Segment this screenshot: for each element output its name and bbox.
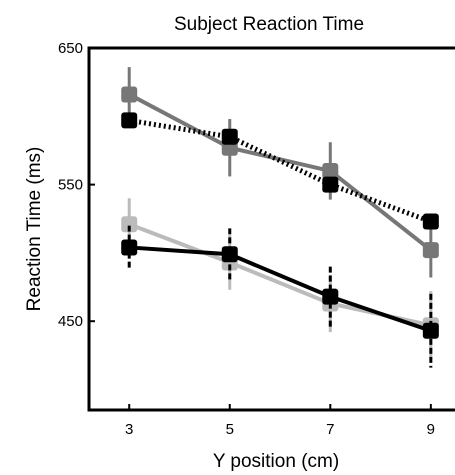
series-3 <box>121 198 439 360</box>
series-line <box>128 92 433 252</box>
series-layer <box>121 67 439 368</box>
series-1 <box>121 67 439 278</box>
x-tick-label: 3 <box>125 421 133 438</box>
data-point <box>322 288 339 305</box>
axis-ticks: 3 5 7 9 450 550 650 <box>58 40 435 438</box>
data-point <box>422 322 439 339</box>
data-point <box>121 239 138 256</box>
chart-title: Subject Reaction Time <box>174 14 364 35</box>
x-tick-label: 5 <box>226 421 234 438</box>
data-point <box>422 242 439 259</box>
data-point <box>422 213 439 230</box>
series-2 <box>121 112 439 230</box>
plot-frame <box>87 46 455 412</box>
data-point <box>121 112 138 129</box>
data-point <box>221 128 238 145</box>
series-4 <box>121 225 439 368</box>
x-tick-label: 9 <box>427 421 435 438</box>
series-line <box>129 245 432 333</box>
y-tick-label: 550 <box>58 177 83 194</box>
data-point <box>121 86 138 103</box>
y-tick-label: 450 <box>58 313 83 330</box>
data-point <box>322 162 339 179</box>
data-point <box>121 216 138 233</box>
x-axis-label: Y position (cm) <box>213 451 339 472</box>
x-tick-label: 7 <box>326 421 334 438</box>
data-point <box>221 246 238 263</box>
series-line <box>128 117 432 224</box>
data-point <box>322 176 339 193</box>
y-axis-label: Reaction Time (ms) <box>24 147 45 312</box>
y-tick-label: 650 <box>58 40 83 57</box>
